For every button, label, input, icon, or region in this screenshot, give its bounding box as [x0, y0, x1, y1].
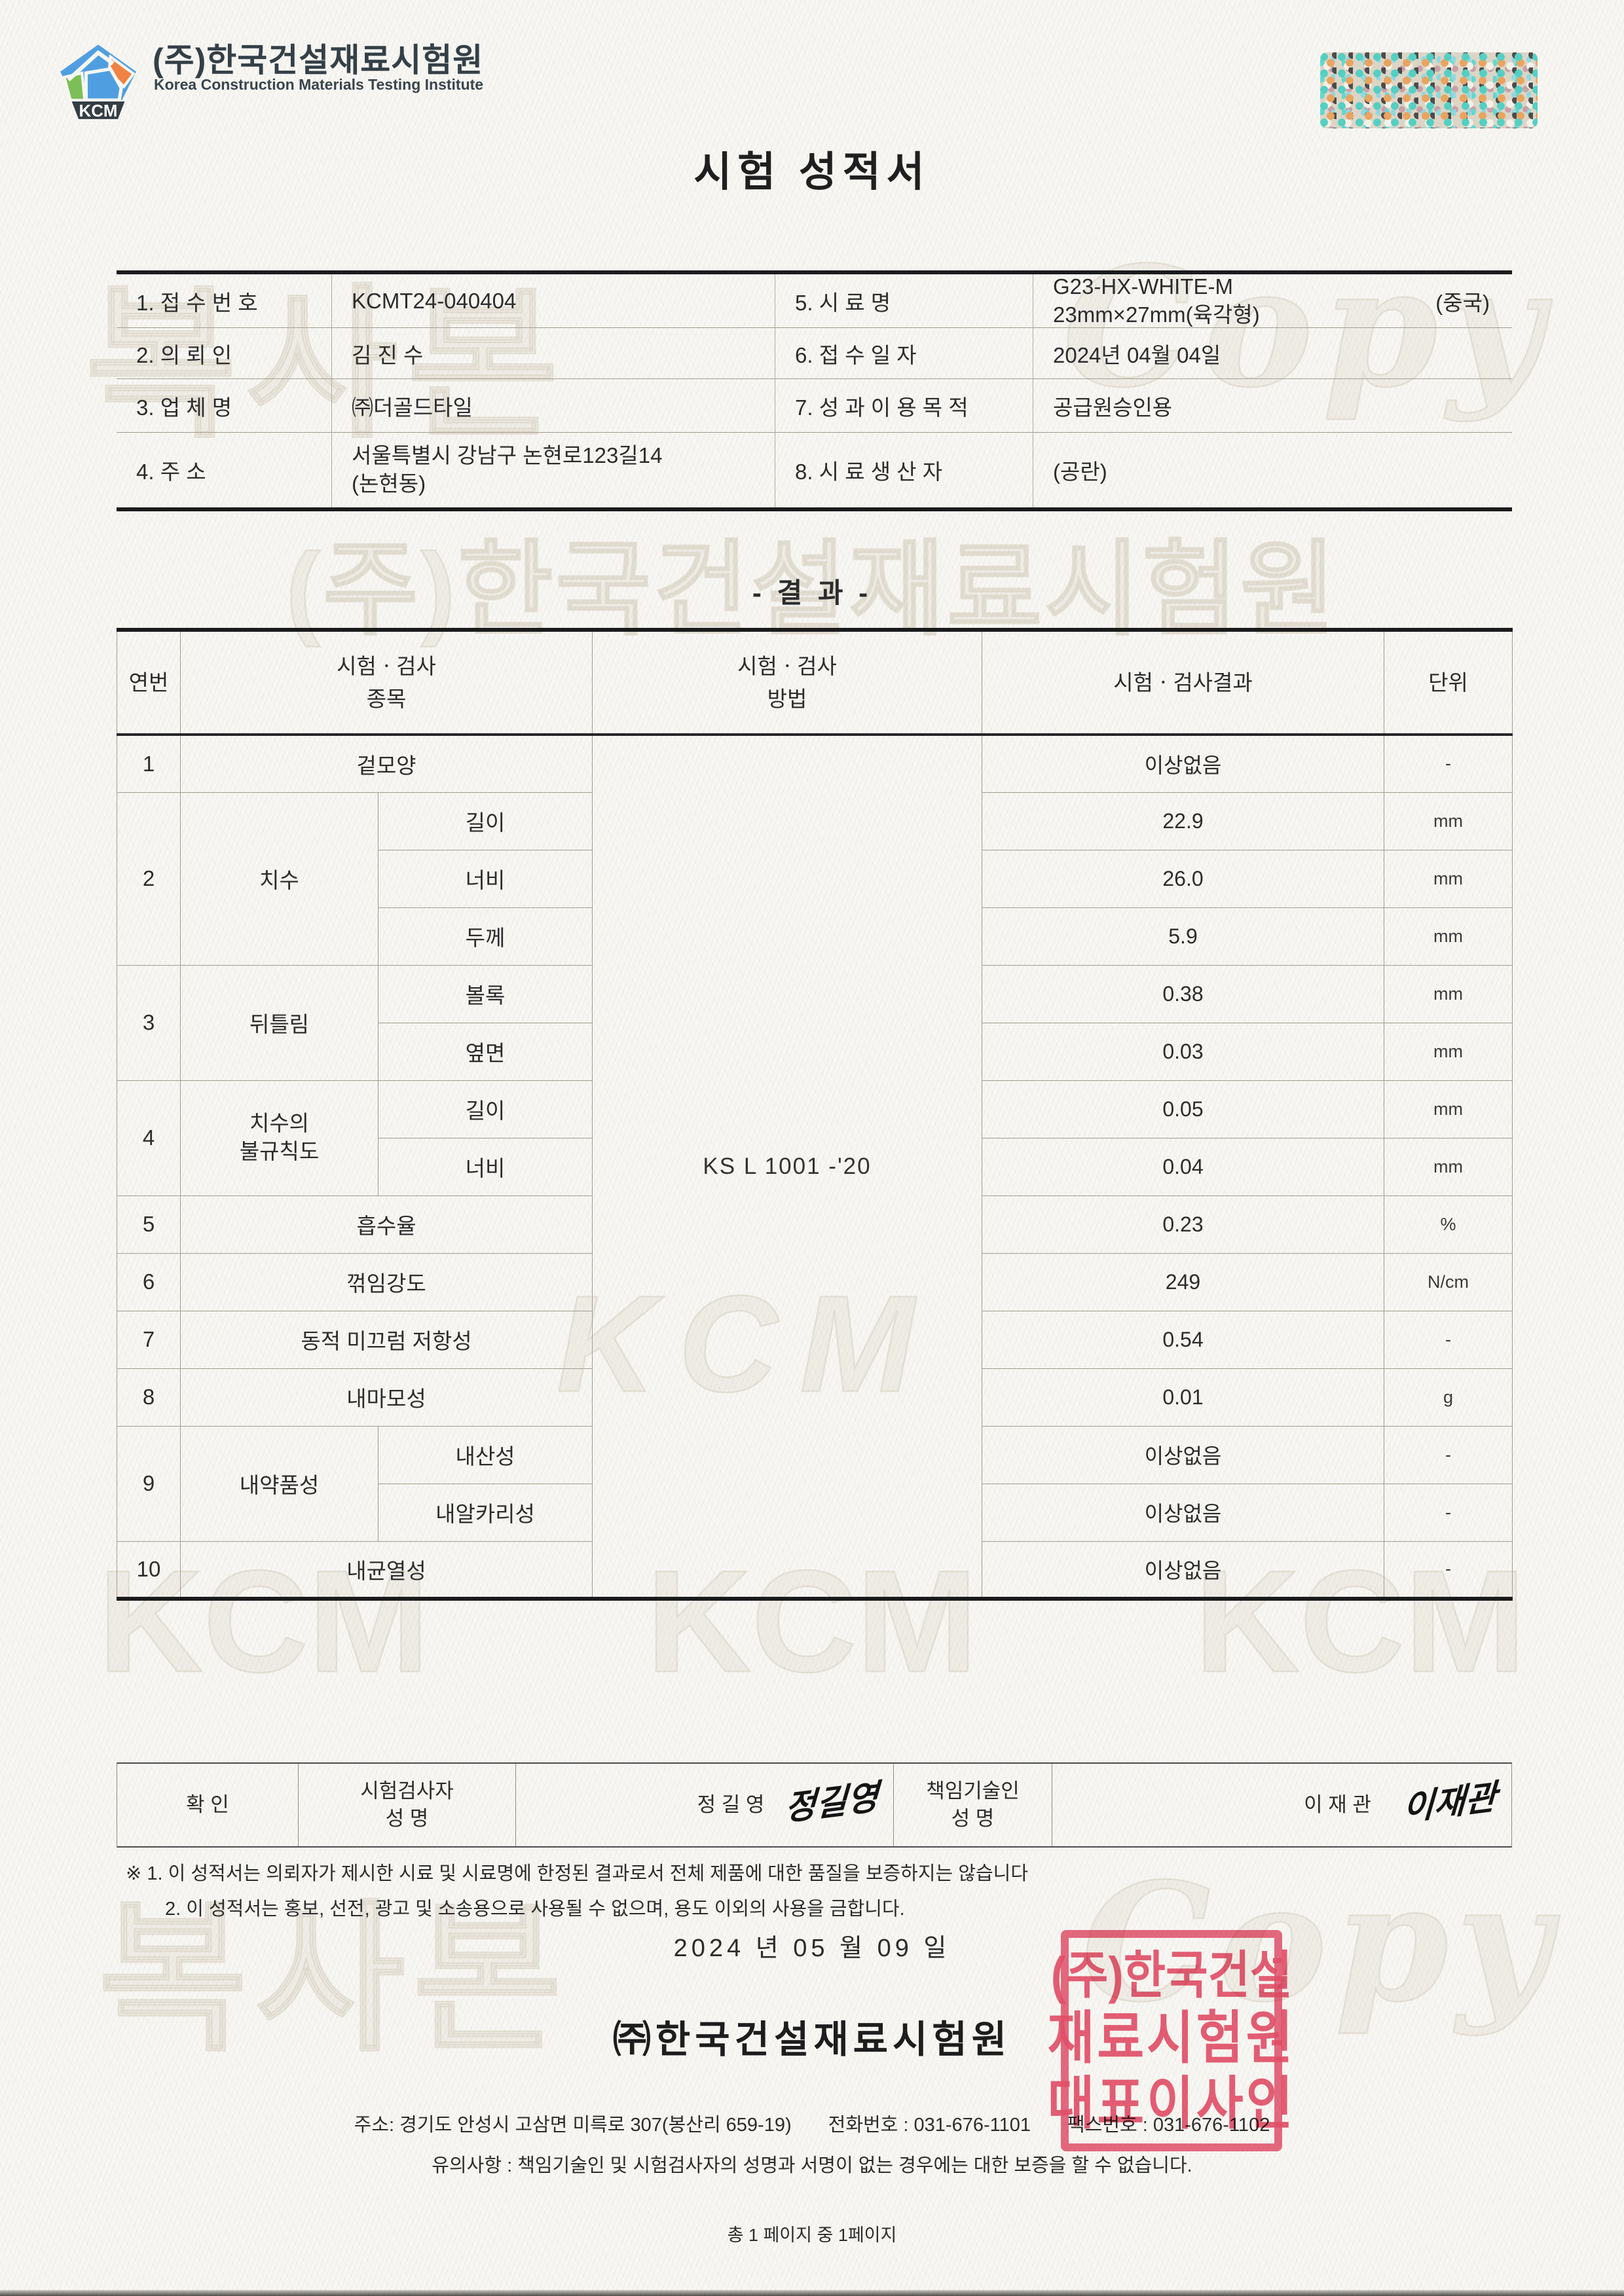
footer-telephone: 전화번호 : 031-676-1101: [828, 2115, 1031, 2136]
engineer-name: 이 재 관: [1304, 1793, 1371, 1817]
watermark-copy-bottom: 복사본 Copy: [98, 1847, 1559, 2071]
watermark-copy-kr: 복사본: [84, 272, 568, 458]
table-row: 2 치수 길이 22.9 mm: [117, 792, 1513, 966]
info-value: 김 진 수: [331, 328, 775, 379]
document-title: 시험 성적서: [693, 149, 931, 195]
info-label: 4. 주 소: [136, 460, 206, 484]
info-value: 서울특별시 강남구 논현로123길14 (논현동): [331, 433, 775, 507]
col-header-item: 시험ㆍ검사 종목: [180, 629, 593, 736]
table-row: 8 내마모성 0.01 g: [117, 1368, 1513, 1427]
table-row: 내알카리성 이상없음 -: [117, 1483, 1513, 1542]
info-label: 6. 접 수 일 자: [775, 328, 1033, 379]
table-row: 너비 0.04 mm: [117, 1137, 1513, 1196]
col-header-unit: 단위: [1384, 629, 1513, 736]
results-table: 연번 시험ㆍ검사 종목 시험ㆍ검사 방법 시험ㆍ검사결과 단위 1 겉모양 KS…: [117, 628, 1513, 1601]
footer-notice: 유의사항 : 책임기술인 및 시험검사자의 성명과 서명이 없는 경우에는 대한…: [432, 2155, 1192, 2176]
table-row: 5 흡수율 0.23 %: [117, 1195, 1513, 1254]
info-value: (공란): [1033, 433, 1512, 507]
scan-edge-artifact: [0, 2290, 1624, 2296]
table-row: 6 꺾임강도 249 N/cm: [117, 1252, 1513, 1311]
table-row: 10 내균열성 이상없음 -: [117, 1540, 1513, 1599]
engineer-name-cell: 이 재 관 이재관: [1052, 1764, 1511, 1846]
engineer-title: 책임기술인 성 명: [893, 1764, 1052, 1846]
info-value: 공급원승인용: [1033, 379, 1512, 433]
disclaimer-note-2: 2. 이 성적서는 홍보, 선전, 광고 및 소송용으로 사용될 수 없으며, …: [165, 1899, 905, 1920]
confirm-label: 확 인: [186, 1793, 229, 1817]
kcm-logo-icon: KCM: [59, 43, 138, 124]
table-row: 4 치수의 불규칙도 길이 0.05 mm: [117, 1080, 1513, 1196]
col-header-no: 연번: [117, 629, 181, 736]
info-value: 2024년 04월 04일: [1033, 328, 1512, 379]
disclaimer-note-1: ※ 1. 이 성적서는 의뢰자가 제시한 시료 및 시료명에 한정된 결과로서 …: [126, 1863, 1028, 1884]
table-row: 9 내약품성 내산성 이상없음 -: [117, 1425, 1513, 1542]
table-row: 1 겉모양 KS L 1001 -'20 이상없음 -: [117, 734, 1513, 1599]
col-header-result: 시험ㆍ검사결과: [982, 629, 1384, 736]
info-label: 2. 의 뢰 인: [117, 328, 331, 379]
issuer-org-name: ㈜한국건설재료시험원: [612, 2018, 1012, 2061]
info-label: 8. 시 료 생 산 자: [775, 433, 1033, 507]
table-row: 7 동적 미끄럼 저항성 0.54 -: [117, 1310, 1513, 1369]
table-row: 두께 5.9 mm: [117, 907, 1513, 966]
tester-name: 정 길 영: [697, 1793, 765, 1817]
col-header-method: 시험ㆍ검사 방법: [592, 629, 982, 736]
info-label: 3. 업 체 명: [117, 379, 331, 433]
svg-text:KCM: KCM: [79, 102, 118, 120]
info-label: 1. 접 수 번 호: [117, 274, 331, 328]
results-header-row: 연번 시험ㆍ검사 종목 시험ㆍ검사 방법 시험ㆍ검사결과 단위: [117, 629, 1513, 736]
table-row: 옆면 0.03 mm: [117, 1022, 1513, 1081]
tester-title: 시험검사자 성 명: [298, 1764, 515, 1846]
corporate-seal-stamp: (주)한국건설 재료시험원 대표이사인: [1048, 1930, 1293, 2151]
hologram-security-sticker: [1320, 52, 1538, 128]
footer-address: 주소: 경기도 안성시 고삼면 미륵로 307(봉산리 659-19): [354, 2115, 792, 2136]
sample-origin-note: (중국): [1435, 290, 1490, 315]
confirmation-table: 확 인 시험검사자 성 명 정 길 영 정길영 책임기술인 성 명 이 재 관 …: [117, 1762, 1512, 1848]
issue-date: 2024 년 05 월 09 일: [673, 1935, 951, 1962]
table-row: 너비 26.0 mm: [117, 849, 1513, 908]
footer-contact-line: 주소: 경기도 안성시 고삼면 미륵로 307(봉산리 659-19) 전화번호…: [0, 2109, 1624, 2137]
tester-signature: 정길영: [784, 1776, 880, 1829]
table-row: 3 뒤틀림 볼록 0.38 mm: [117, 964, 1513, 1081]
engineer-signature: 이재관: [1402, 1776, 1498, 1829]
results-section-title: - 결 과 -: [752, 577, 872, 608]
page-count: 총 1 페이지 중 1페이지: [727, 2225, 897, 2245]
info-value: ㈜더골드타일: [331, 379, 775, 433]
info-value: G23-HX-WHITE-M 23mm×27mm(육각형) (중국): [1033, 274, 1512, 328]
tester-name-cell: 정 길 영 정길영: [515, 1764, 893, 1846]
sample-info-table: 1. 접 수 번 호 KCMT24-040404 5. 시 료 명 G23-HX…: [117, 270, 1512, 511]
org-name-english: Korea Construction Materials Testing Ins…: [154, 76, 484, 93]
test-method-standard: KS L 1001 -'20: [592, 734, 982, 1599]
info-label: 5. 시 료 명: [775, 274, 1033, 328]
info-label: 7. 성 과 이 용 목 적: [775, 379, 1033, 433]
info-value: KCMT24-040404: [331, 274, 775, 328]
org-name-korean: (주)한국건설재료시험원: [153, 42, 484, 79]
footer-fax: 팩스번호 : 031-676-1102: [1067, 2115, 1270, 2136]
